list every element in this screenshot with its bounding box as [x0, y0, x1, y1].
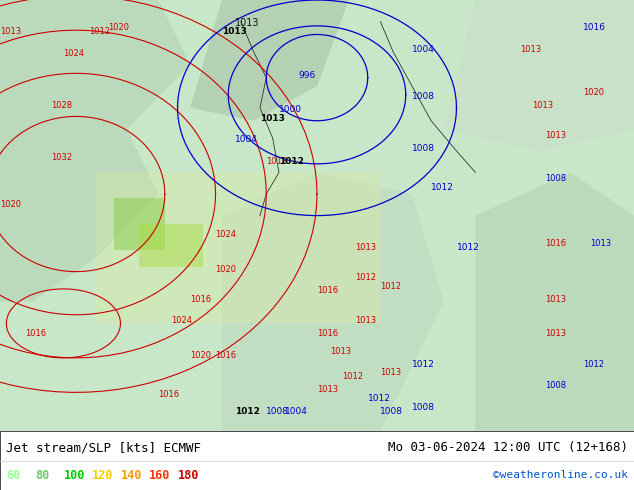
- Text: 1020: 1020: [108, 23, 129, 32]
- Text: 1008: 1008: [412, 144, 435, 153]
- Text: 80: 80: [35, 469, 49, 482]
- Text: 1013: 1013: [545, 131, 566, 140]
- FancyBboxPatch shape: [139, 224, 203, 268]
- Text: 1016: 1016: [190, 295, 211, 304]
- Text: 1012: 1012: [431, 183, 454, 192]
- Text: 1008: 1008: [412, 403, 435, 412]
- Text: 1008: 1008: [545, 174, 566, 183]
- Text: 160: 160: [149, 469, 171, 482]
- Text: 1012: 1012: [342, 372, 363, 381]
- Text: 1013: 1013: [0, 27, 21, 36]
- Text: 996: 996: [298, 71, 315, 79]
- Text: 1004: 1004: [285, 407, 308, 416]
- Text: 1013: 1013: [545, 295, 566, 304]
- Text: 1012: 1012: [456, 243, 479, 252]
- Polygon shape: [190, 0, 349, 121]
- Text: 1013: 1013: [590, 239, 611, 248]
- Text: 1008: 1008: [545, 381, 566, 390]
- Text: 1004: 1004: [235, 135, 257, 144]
- Text: 1013: 1013: [222, 27, 247, 36]
- Text: 1013: 1013: [330, 346, 351, 356]
- Text: 1012: 1012: [583, 360, 604, 368]
- Text: 1016: 1016: [216, 351, 236, 360]
- Text: 1016: 1016: [545, 239, 566, 248]
- Text: 1016: 1016: [317, 329, 338, 338]
- Text: 1013: 1013: [266, 157, 287, 166]
- Text: Mo 03-06-2024 12:00 UTC (12+168): Mo 03-06-2024 12:00 UTC (12+168): [387, 441, 628, 454]
- Text: 1013: 1013: [355, 317, 376, 325]
- Text: 60: 60: [6, 469, 20, 482]
- Text: 1004: 1004: [412, 45, 435, 54]
- Text: 1016: 1016: [583, 23, 606, 32]
- Text: Jet stream/SLP [kts] ECMWF: Jet stream/SLP [kts] ECMWF: [6, 441, 202, 454]
- Text: 1012: 1012: [355, 273, 376, 282]
- Text: 1012: 1012: [89, 27, 110, 36]
- Text: 1016: 1016: [25, 329, 46, 338]
- Polygon shape: [444, 0, 634, 151]
- Text: 1016: 1016: [317, 286, 338, 295]
- Text: 1020: 1020: [216, 265, 236, 273]
- Text: 1008: 1008: [412, 92, 435, 101]
- Text: 140: 140: [120, 469, 142, 482]
- Polygon shape: [476, 172, 634, 431]
- Text: 1008: 1008: [380, 407, 403, 416]
- Text: 1012: 1012: [380, 282, 401, 291]
- Text: 1013: 1013: [355, 243, 376, 252]
- Text: 1012: 1012: [412, 360, 435, 368]
- Text: 1020: 1020: [583, 88, 604, 97]
- Text: 120: 120: [92, 469, 113, 482]
- Text: 1000: 1000: [279, 105, 302, 114]
- Text: 1016: 1016: [158, 390, 179, 399]
- Text: 1013: 1013: [235, 18, 259, 28]
- FancyBboxPatch shape: [114, 198, 165, 250]
- Text: 1013: 1013: [533, 101, 553, 110]
- Polygon shape: [222, 172, 444, 431]
- FancyBboxPatch shape: [95, 172, 380, 323]
- Text: 1013: 1013: [317, 386, 338, 394]
- Text: ©weatheronline.co.uk: ©weatheronline.co.uk: [493, 470, 628, 480]
- Text: 1013: 1013: [520, 45, 541, 54]
- FancyBboxPatch shape: [0, 0, 634, 431]
- FancyBboxPatch shape: [0, 431, 634, 490]
- Text: 1020: 1020: [190, 351, 211, 360]
- Text: 1013: 1013: [380, 368, 401, 377]
- Text: 1013: 1013: [260, 114, 285, 122]
- Text: 1012: 1012: [235, 407, 259, 416]
- Polygon shape: [0, 0, 190, 302]
- Text: 1024: 1024: [216, 230, 236, 239]
- Text: 1013: 1013: [545, 329, 566, 338]
- Text: 1008: 1008: [266, 407, 289, 416]
- Text: 1024: 1024: [63, 49, 84, 58]
- Text: 1028: 1028: [51, 101, 72, 110]
- Text: 100: 100: [63, 469, 85, 482]
- Text: 180: 180: [178, 469, 199, 482]
- Text: 1024: 1024: [171, 317, 192, 325]
- Text: 1012: 1012: [368, 394, 391, 403]
- Text: 1020: 1020: [0, 200, 21, 209]
- Text: 1032: 1032: [51, 152, 72, 162]
- Text: 1012: 1012: [279, 157, 304, 166]
